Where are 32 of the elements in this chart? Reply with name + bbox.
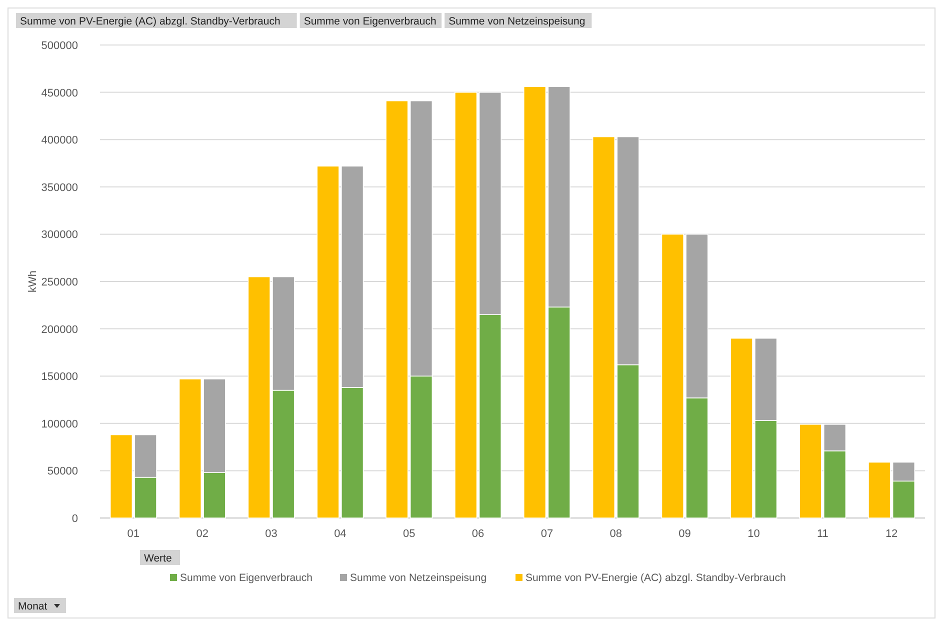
y-tick-label: 0 <box>72 513 78 525</box>
text: Summe von Netzeinspeisung <box>448 16 586 28</box>
y-axis-title: kWh <box>27 270 39 292</box>
text: Summe von Eigenverbrauch <box>304 16 436 28</box>
x-tick-label: 08 <box>610 528 622 540</box>
x-tick-label: 07 <box>540 528 554 540</box>
x-tick-label: 09 <box>678 528 691 540</box>
legend-title: Werte <box>144 552 172 564</box>
x-tick-label: 11 <box>816 528 828 540</box>
y-tick-label: 500000 <box>41 40 78 52</box>
legend-label: Summe von PV-Energie (AC) abzgl. Standby-Verbrauch <box>526 572 786 584</box>
y-tick-label: 100000 <box>41 418 78 430</box>
y-tick-label: 200000 <box>41 324 78 336</box>
y-tick-label: 50000 <box>47 466 78 478</box>
legend-label: Summe von Eigenverbrauch <box>180 572 313 584</box>
y-tick-label: 150000 <box>41 371 78 384</box>
x-tick-label: 01 <box>127 528 140 540</box>
x-tick-label: 10 <box>748 528 760 540</box>
x-tick-label: 05 <box>402 528 416 540</box>
y-tick-label: 450000 <box>41 87 78 100</box>
text: Monat <box>18 600 48 612</box>
x-tick-label: 12 <box>885 528 898 540</box>
y-tick-label: 400000 <box>41 134 78 147</box>
y-tick-label: 300000 <box>41 229 78 242</box>
y-tick-label: 250000 <box>41 276 78 288</box>
x-tick-label: 03 <box>265 528 278 540</box>
x-tick-label: 06 <box>472 528 484 540</box>
y-tick-label: 350000 <box>41 182 78 194</box>
legend-label: Summe von Netzeinspeisung <box>350 572 487 584</box>
x-tick-label: 04 <box>334 528 346 540</box>
text: Summe von PV-Energie (AC) abzgl. Standby-Verbrauch <box>20 16 280 28</box>
x-tick-label: 02 <box>196 528 208 540</box>
